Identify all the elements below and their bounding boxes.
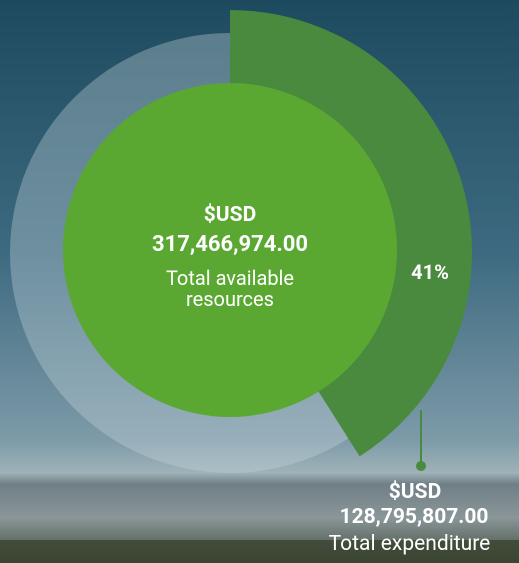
center-currency: $USD [203,203,257,227]
leader-dot [416,461,426,471]
segment-amount: 128,795,807.00 [339,505,489,529]
segment [230,10,472,457]
center-label: Total available resources [165,266,295,311]
value-label: 41% [411,260,449,284]
segment-currency: $USD [388,480,442,504]
shore [0,540,519,563]
segment-label: Total expenditure [328,532,491,556]
center-disc [63,83,397,417]
center-amount: 317,466,974.00 [151,232,309,257]
